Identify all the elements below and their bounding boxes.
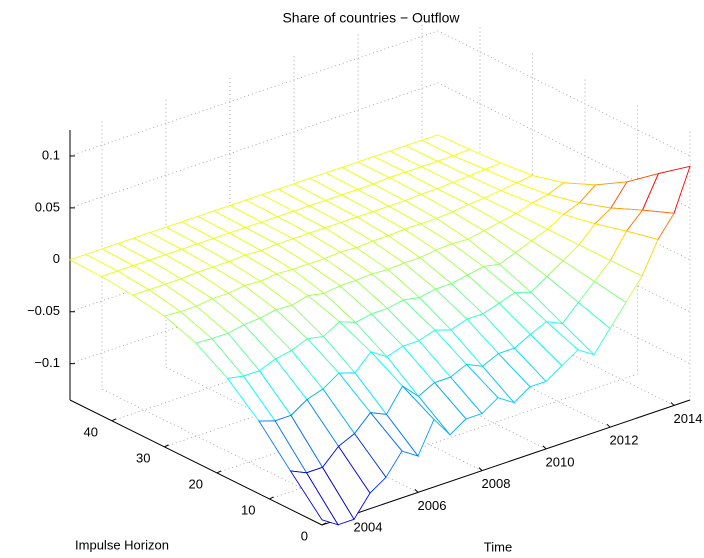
y-tick <box>321 522 327 526</box>
y-tick-label: 10 <box>241 502 255 517</box>
grid-line <box>69 30 691 157</box>
x-axis <box>321 399 691 526</box>
y-tick-label: 0 <box>301 528 308 543</box>
x-tick <box>606 423 611 428</box>
y-tick <box>164 444 169 448</box>
x-tick <box>414 489 419 493</box>
y-tick-label: 40 <box>84 424 98 439</box>
z-tick-label: −0.1 <box>34 355 60 370</box>
mesh-cell <box>289 470 339 526</box>
z-tick-label: 0.1 <box>42 147 60 162</box>
x-tick-label: 2010 <box>546 454 575 469</box>
grid-line <box>69 82 691 209</box>
y-tick-label: 30 <box>136 450 150 465</box>
y-tick <box>111 418 117 422</box>
y-tick <box>216 470 222 474</box>
x-tick-label: 2014 <box>674 411 703 426</box>
x-axis-label: Time <box>484 539 512 554</box>
z-tick-label: 0.05 <box>35 199 60 214</box>
x-tick <box>542 445 547 450</box>
x-tick-label: 2012 <box>610 433 639 448</box>
x-tick-label: 2004 <box>354 520 383 535</box>
chart-title: Share of countries − Outflow <box>282 10 460 26</box>
y-tick <box>269 496 274 500</box>
z-tick-label: −0.05 <box>27 303 60 318</box>
x-tick <box>478 467 483 472</box>
x-tick-label: 2008 <box>482 476 511 491</box>
z-tick-label: 0 <box>53 251 60 266</box>
x-tick <box>670 402 675 406</box>
y-tick-label: 20 <box>189 476 203 491</box>
x-tick-label: 2006 <box>418 498 447 513</box>
y-axis-label: Impulse Horizon <box>75 537 169 552</box>
